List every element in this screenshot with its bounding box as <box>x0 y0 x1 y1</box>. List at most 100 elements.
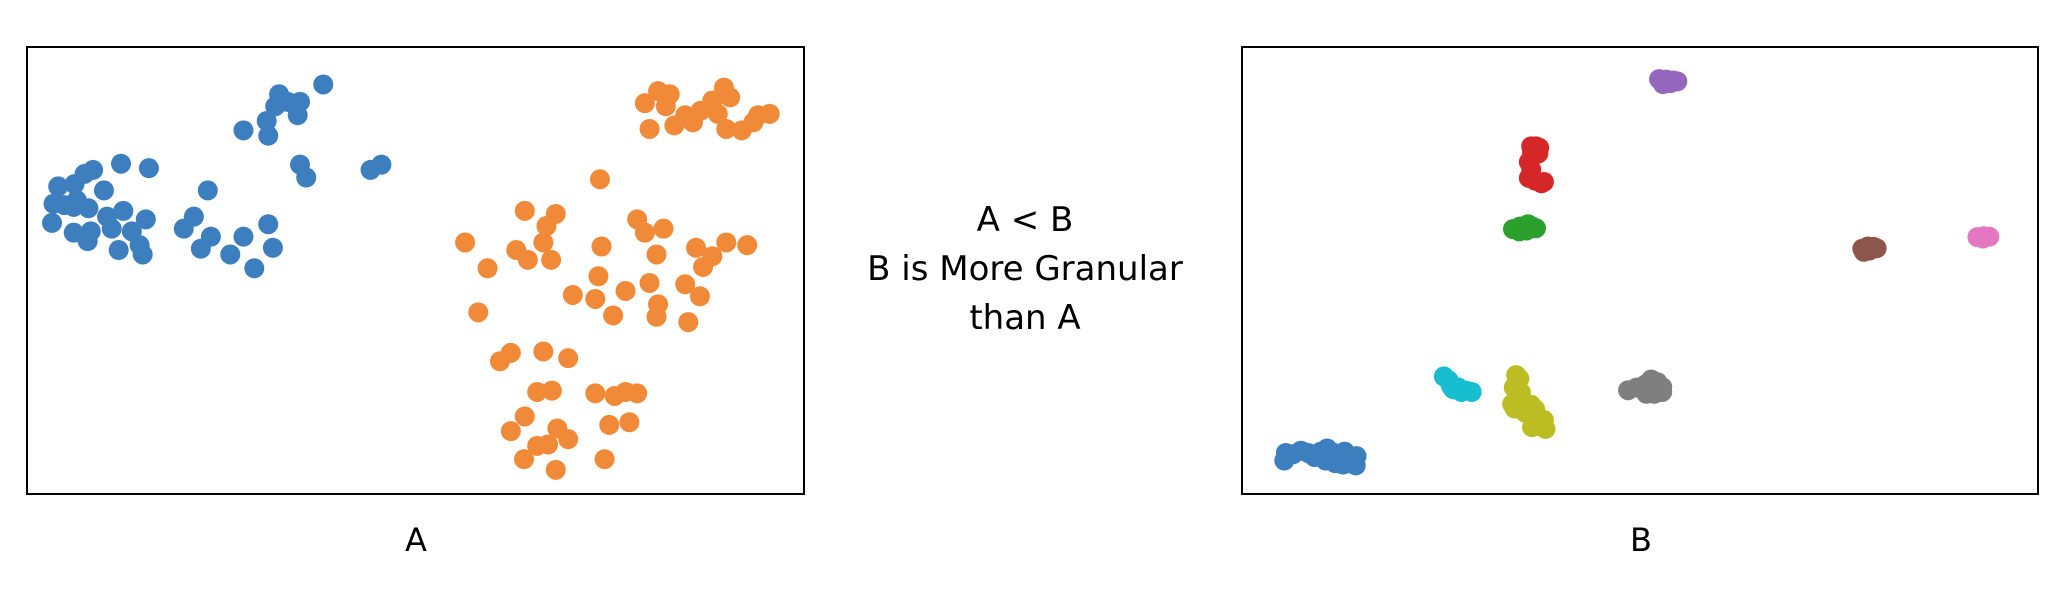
comparison-line-3: than A <box>969 298 1081 338</box>
scatter-plot-b <box>1241 46 2039 495</box>
scatter-point-series-0-20 <box>93 180 114 201</box>
scatter-point-series-5-7 <box>1443 379 1464 400</box>
scatter-point-series-8-18 <box>1315 450 1336 471</box>
scatter-point-series-0-42 <box>258 214 279 235</box>
scatter-point-series-0-24 <box>54 195 75 216</box>
scatter-point-series-1-48 <box>678 312 699 333</box>
scatter-point-series-1-10 <box>720 87 741 108</box>
scatter-point-series-0-10 <box>296 167 317 188</box>
scatter-point-series-1-22 <box>533 232 554 253</box>
scatter-point-series-0-26 <box>113 200 134 221</box>
scatter-point-series-1-10 <box>1533 171 1554 192</box>
scatter-point-series-0-18 <box>111 153 131 174</box>
scatter-point-series-1-33 <box>646 244 667 265</box>
scatter-point-series-0-32 <box>97 206 118 227</box>
scatter-point-series-0-37 <box>77 231 98 252</box>
scatter-point-series-6-13 <box>1522 417 1543 438</box>
scatter-point-series-1-44 <box>562 284 583 305</box>
scatter-point-series-4-3 <box>1973 228 1994 249</box>
caption-a: A <box>405 521 427 559</box>
scatter-point-series-0-28 <box>197 180 218 201</box>
scatter-point-series-1-32 <box>653 218 674 239</box>
scatter-point-series-1-46 <box>603 305 624 326</box>
scatter-point-series-1-31 <box>627 209 648 230</box>
scatter-plot-a <box>26 46 805 495</box>
scatter-point-series-0-40 <box>190 238 211 259</box>
scatter-point-series-1-29 <box>588 266 609 287</box>
scatter-point-series-8-16 <box>1345 455 1366 476</box>
comparison-line-2: B is More Granular <box>867 249 1183 289</box>
scatter-point-series-1-28 <box>591 236 612 257</box>
scatter-point-series-1-45 <box>468 302 489 323</box>
scatter-point-series-1-53 <box>558 348 579 369</box>
comparison-line-1: A < B <box>976 200 1074 240</box>
scatter-point-series-1-61 <box>619 412 640 433</box>
scatter-point-series-1-51 <box>489 351 510 372</box>
scatter-point-series-1-67 <box>538 434 559 455</box>
scatter-point-series-0-19 <box>138 158 159 179</box>
scatter-point-series-1-41 <box>675 274 696 295</box>
scatter-point-series-0-8 <box>258 125 279 146</box>
scatter-point-series-1-59 <box>604 385 625 406</box>
scatter-point-series-1-34 <box>686 237 707 258</box>
caption-b: B <box>1630 521 1652 559</box>
scatter-point-series-1-42 <box>585 288 606 309</box>
scatter-point-series-1-55 <box>527 381 548 402</box>
scatter-point-series-1-19 <box>514 200 535 221</box>
scatter-point-series-1-17 <box>743 112 764 133</box>
scatter-point-series-0-44 <box>220 244 241 265</box>
scatter-point-series-1-36 <box>737 235 758 256</box>
scatter-plot-b-canvas <box>1274 69 2000 476</box>
scatter-point-series-0-41 <box>183 206 204 227</box>
scatter-point-series-0-7 <box>233 120 254 141</box>
scatter-point-series-1-21 <box>536 216 557 236</box>
scatter-point-series-1-38 <box>693 256 714 277</box>
scatter-point-series-0-46 <box>244 258 265 279</box>
scatter-point-series-1-49 <box>689 286 710 307</box>
scatter-plot-a-canvas <box>42 74 780 480</box>
scatter-point-series-1-12 <box>707 103 728 124</box>
scatter-point-series-1-0 <box>634 93 655 114</box>
scatter-point-series-0-5 <box>1653 74 1674 95</box>
scatter-point-series-0-38 <box>108 240 129 261</box>
scatter-point-series-1-60 <box>599 414 620 435</box>
scatter-point-series-0-45 <box>262 237 283 258</box>
scatter-point-series-3-5 <box>1853 241 1874 262</box>
scatter-point-series-0-27 <box>135 209 156 230</box>
scatter-point-series-1-54 <box>541 380 562 401</box>
scatter-point-series-1-56 <box>585 383 606 404</box>
scatter-point-series-2-6 <box>1509 221 1530 242</box>
scatter-point-series-1-70 <box>594 449 615 470</box>
scatter-point-series-1-11 <box>690 100 711 121</box>
scatter-point-series-1-5 <box>655 96 676 117</box>
scatter-point-series-0-6 <box>256 110 277 131</box>
scatter-point-series-1-25 <box>541 249 562 270</box>
scatter-point-series-1-68 <box>514 449 534 470</box>
scatter-point-series-7-8 <box>1636 383 1657 404</box>
comparison-text: A < B B is More Granular than A <box>840 196 1210 343</box>
scatter-point-series-1-37 <box>716 232 737 253</box>
scatter-point-series-1-66 <box>558 429 579 450</box>
scatter-point-series-0-39 <box>132 244 153 265</box>
scatter-point-series-1-3 <box>639 118 660 139</box>
scatter-point-series-1-62 <box>514 406 535 427</box>
scatter-point-series-1-63 <box>500 421 521 442</box>
scatter-point-series-1-40 <box>615 280 636 301</box>
scatter-point-series-0-23 <box>78 198 99 219</box>
scatter-point-series-1-16 <box>759 103 780 124</box>
scatter-point-series-0-43 <box>233 226 254 247</box>
scatter-point-series-1-24 <box>455 232 476 253</box>
scatter-point-series-1-69 <box>545 459 566 480</box>
scatter-point-series-0-35 <box>42 212 63 233</box>
scatter-point-series-0-12 <box>371 154 392 175</box>
scatter-point-series-0-14 <box>48 176 69 197</box>
scatter-point-series-1-47 <box>646 306 667 327</box>
scatter-point-series-1-18 <box>589 169 610 190</box>
scatter-point-series-1-26 <box>477 258 498 279</box>
scatter-point-series-0-1 <box>313 74 334 95</box>
scatter-point-series-1-58 <box>627 383 648 404</box>
scatter-point-series-1-39 <box>639 272 660 293</box>
scatter-point-series-0-17 <box>74 163 95 184</box>
scatter-point-series-6-14 <box>1504 398 1525 419</box>
scatter-point-series-1-27 <box>517 249 538 270</box>
